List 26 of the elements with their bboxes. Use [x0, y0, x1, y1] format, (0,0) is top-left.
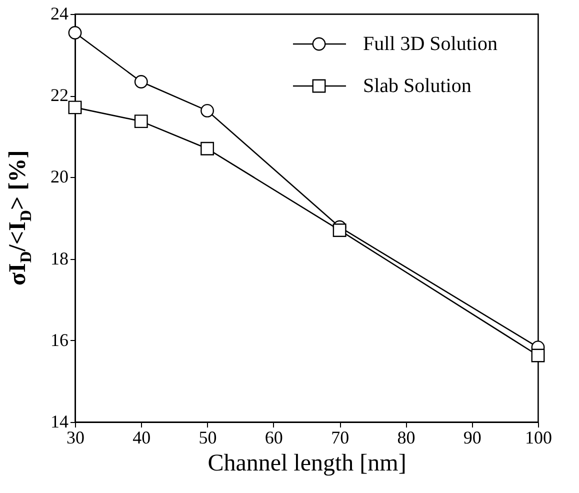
point	[332, 224, 346, 237]
x-tick-label: 40	[132, 428, 151, 448]
point	[531, 348, 545, 362]
x-tick-label: 70	[331, 428, 350, 448]
x-tick-label: 90	[463, 428, 482, 448]
y-tick-label: 16	[50, 330, 68, 350]
x-tick-label: 50	[198, 428, 217, 448]
x-tick-label: 100	[525, 428, 552, 448]
point	[68, 100, 82, 114]
legend-label: Slab Solution	[363, 75, 472, 97]
point	[200, 142, 214, 156]
y-axis-title: σID/<ID> [%]	[5, 150, 35, 286]
x-tick-label: 60	[264, 428, 283, 448]
point	[134, 114, 148, 128]
point	[134, 75, 148, 88]
y-tick-label: 22	[50, 85, 68, 106]
x-tick-label: 80	[397, 428, 416, 448]
point	[68, 26, 82, 40]
x-tick-label: 30	[66, 428, 84, 448]
y-tick-label: 24	[50, 4, 68, 24]
point	[200, 104, 214, 118]
legend-label: Full 3D Solution	[363, 33, 498, 55]
x-axis-title: Channel length [nm]	[208, 450, 406, 476]
y-tick-label: 18	[50, 248, 68, 268]
y-tick-label: 14	[50, 412, 68, 432]
y-tick-label: 20	[50, 166, 68, 187]
